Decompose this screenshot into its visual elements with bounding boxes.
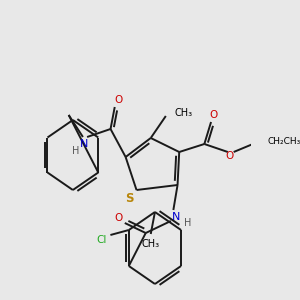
Text: O: O [225, 151, 234, 161]
Text: O: O [114, 95, 122, 105]
Text: CH₂CH₃: CH₂CH₃ [268, 137, 300, 146]
Text: O: O [209, 110, 218, 120]
Text: N: N [80, 139, 88, 149]
Text: CH₃: CH₃ [174, 108, 192, 118]
Text: O: O [114, 213, 122, 223]
Text: H: H [72, 146, 79, 156]
Text: CH₃: CH₃ [142, 239, 160, 249]
Text: N: N [172, 212, 180, 222]
Text: S: S [126, 191, 134, 205]
Text: Cl: Cl [97, 235, 107, 245]
Text: H: H [184, 218, 191, 228]
